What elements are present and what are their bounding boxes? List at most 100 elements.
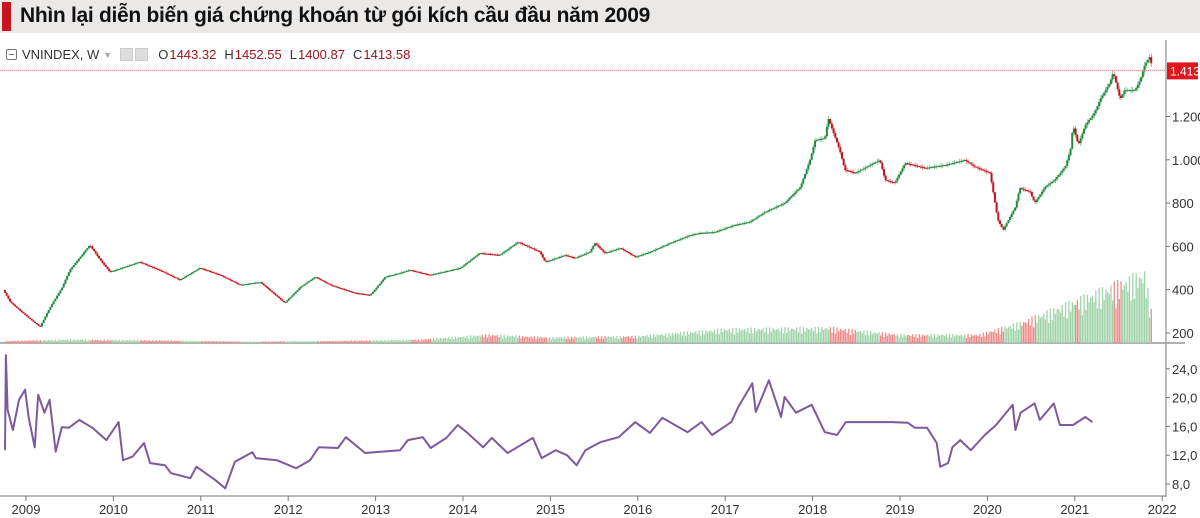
- volume-bar: [290, 341, 292, 343]
- volume-bar: [192, 340, 194, 343]
- candle-body: [136, 262, 139, 264]
- candle-body: [746, 222, 749, 224]
- candle-body: [306, 282, 309, 284]
- volume-bar: [560, 337, 562, 343]
- candle-body: [163, 271, 166, 273]
- candle-body: [461, 266, 464, 268]
- volume-bar: [1127, 292, 1129, 343]
- candle-body: [42, 319, 45, 324]
- candle-body: [1046, 185, 1049, 187]
- candle-body: [430, 274, 433, 276]
- symbol-label[interactable]: VNINDEX, W: [22, 47, 100, 62]
- volume-bar: [846, 332, 848, 343]
- candle-body: [1012, 210, 1015, 214]
- candle-body: [867, 165, 870, 167]
- candle-body: [440, 272, 443, 274]
- volume-bar: [601, 336, 603, 343]
- candle-body: [89, 246, 92, 248]
- volume-bar: [706, 332, 709, 343]
- candle-body: [20, 310, 23, 313]
- volume-bar: [254, 342, 257, 343]
- volume-bar: [296, 341, 299, 343]
- candle-body: [1148, 57, 1151, 60]
- volume-bar: [693, 332, 695, 343]
- price-tick-label: 200: [1172, 326, 1194, 341]
- volume-bar: [333, 341, 336, 343]
- candle-body: [1052, 180, 1055, 182]
- volume-bar: [125, 339, 127, 343]
- candle-body: [728, 226, 731, 228]
- candle-body: [686, 236, 689, 238]
- close-value: 1413.58: [363, 47, 411, 62]
- volume-bar: [616, 335, 618, 343]
- volume-bar: [73, 339, 75, 343]
- volume-bar: [244, 341, 247, 343]
- candle-body: [407, 270, 410, 272]
- candle-body: [698, 233, 701, 235]
- volume-bar: [750, 327, 752, 343]
- candle-body: [1069, 148, 1072, 156]
- candle-body: [294, 291, 297, 294]
- volume-bar: [525, 336, 527, 343]
- volume-bar: [111, 340, 114, 343]
- candle-body: [351, 291, 354, 293]
- candle-body: [726, 227, 729, 229]
- candle-body: [7, 295, 10, 299]
- candle-body: [240, 284, 243, 286]
- volume-bar: [439, 337, 441, 343]
- candle-body: [288, 298, 291, 301]
- candle-body: [209, 270, 212, 272]
- chevron-down-icon[interactable]: ▼: [103, 49, 113, 60]
- volume-bar: [454, 336, 457, 343]
- volume-bar: [211, 341, 213, 343]
- volume-bar: [792, 328, 794, 343]
- candle-body: [862, 168, 865, 170]
- volume-bar: [190, 341, 193, 343]
- volume-bar: [597, 336, 599, 343]
- volume-bar: [584, 339, 586, 343]
- candle-body: [476, 254, 479, 257]
- volume-bar: [812, 331, 815, 343]
- volume-bar: [61, 339, 63, 343]
- gear-icon[interactable]: [135, 48, 149, 61]
- candle-body: [219, 274, 222, 276]
- volume-bar: [643, 335, 645, 343]
- volume-bar: [580, 338, 583, 343]
- candle-body: [415, 271, 418, 273]
- candle-body: [646, 253, 649, 255]
- candle-body: [965, 160, 968, 162]
- volume-bar: [548, 337, 551, 343]
- candle-body: [923, 167, 926, 169]
- candle-body: [1076, 134, 1079, 142]
- eye-icon[interactable]: [120, 48, 134, 61]
- volume-bar: [172, 341, 174, 343]
- candle-body: [1020, 188, 1023, 190]
- candle-body: [896, 177, 899, 182]
- candle-body: [360, 293, 363, 295]
- volume-bar: [227, 341, 230, 343]
- collapse-icon[interactable]: [6, 49, 17, 60]
- candle-body: [296, 290, 299, 292]
- candle-body: [886, 180, 889, 182]
- volume-bar: [801, 333, 803, 343]
- volume-bar: [856, 332, 858, 343]
- candle-body: [165, 272, 168, 274]
- candle-body: [856, 172, 859, 174]
- volume-bar: [574, 337, 576, 343]
- candle-body: [49, 306, 52, 310]
- candle-body: [203, 269, 206, 271]
- candle-body: [849, 171, 852, 173]
- candle-body: [1111, 74, 1114, 80]
- candle-body: [970, 163, 973, 165]
- volume-bar: [473, 335, 475, 343]
- candle-body: [951, 163, 954, 165]
- volume-bar: [764, 332, 766, 343]
- candle-body: [1072, 128, 1075, 133]
- low-value: 1400.87: [297, 47, 345, 62]
- volume-bar: [253, 341, 255, 343]
- volume-bar: [122, 339, 124, 343]
- volume-bar: [399, 339, 401, 343]
- candle-body: [585, 253, 588, 255]
- volume-bar: [1044, 319, 1047, 343]
- candle-body: [1042, 189, 1045, 192]
